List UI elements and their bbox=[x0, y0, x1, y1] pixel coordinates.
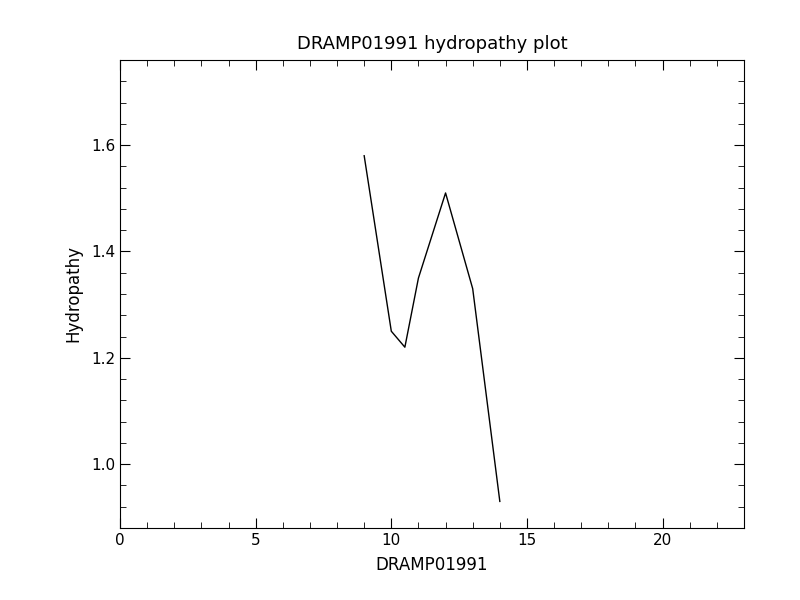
Y-axis label: Hydropathy: Hydropathy bbox=[65, 245, 82, 343]
X-axis label: DRAMP01991: DRAMP01991 bbox=[376, 556, 488, 574]
Title: DRAMP01991 hydropathy plot: DRAMP01991 hydropathy plot bbox=[297, 35, 567, 53]
